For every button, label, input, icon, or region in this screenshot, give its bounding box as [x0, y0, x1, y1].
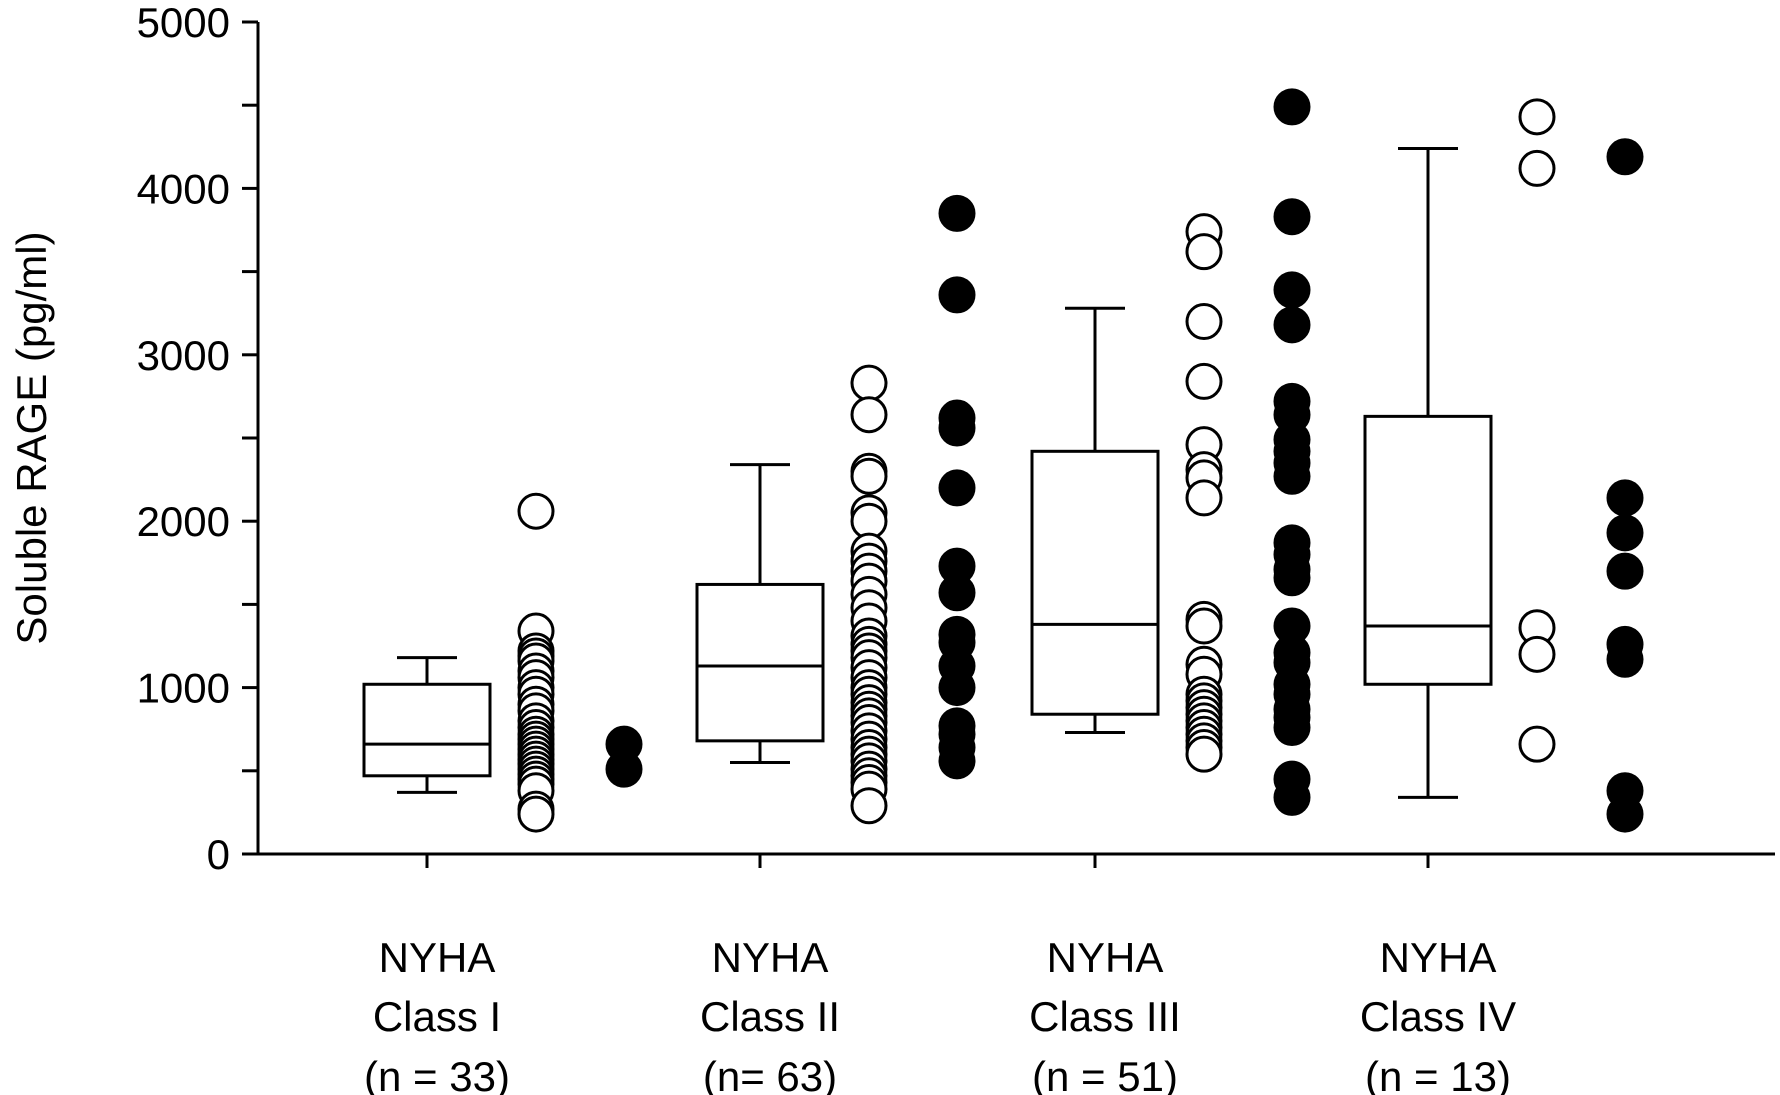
category-group: [362, 492, 643, 833]
open-point: [850, 364, 888, 402]
filled-point: [1606, 795, 1644, 833]
open-point: [517, 795, 555, 833]
category-label-line: NYHA: [1047, 934, 1164, 981]
category-labels: NYHA Class I (n = 33) NYHA Class II (n= 63) NY…: [364, 934, 1516, 1095]
filled-point: [605, 750, 643, 788]
open-point: [1518, 149, 1556, 187]
filled-point: [1273, 88, 1311, 126]
iqr-box: [695, 582, 825, 743]
filled-point: [938, 276, 976, 314]
filled-point: [938, 409, 976, 447]
filled-point: [1606, 640, 1644, 678]
category-label-line: (n = 13): [1365, 1053, 1511, 1095]
iqr-box: [362, 682, 492, 778]
open-point: [1518, 635, 1556, 673]
filled-point: [1273, 198, 1311, 236]
filled-point: [1273, 778, 1311, 816]
filled-point: [1273, 709, 1311, 747]
filled-point: [938, 194, 976, 232]
category-label-line: NYHA: [712, 934, 829, 981]
open-point: [850, 396, 888, 434]
filled-point: [938, 574, 976, 612]
open-point: [850, 787, 888, 825]
category-group: [1030, 88, 1311, 816]
category-label-line: NYHA: [379, 934, 496, 981]
open-point: [1185, 362, 1223, 400]
y-tick-label: 4000: [137, 165, 230, 212]
iqr-box: [1030, 449, 1160, 716]
axes: 0 1000 2000 3000 4000 5000 Soluble RAGE (pg/ml…: [8, 0, 1775, 878]
category-label-line: Class I: [373, 993, 501, 1040]
iqr-box: [1363, 414, 1493, 686]
category-label-line: NYHA: [1380, 934, 1497, 981]
y-tick-label: 5000: [137, 0, 230, 46]
plot-area: [362, 88, 1644, 833]
category-label-line: (n = 51): [1032, 1053, 1178, 1095]
filled-point: [1606, 514, 1644, 552]
filled-point: [1273, 306, 1311, 344]
filled-point: [1606, 138, 1644, 176]
filled-point: [938, 742, 976, 780]
category-group: [695, 194, 976, 825]
y-tick-label: 1000: [137, 665, 230, 712]
category-label-line: (n= 63): [703, 1053, 837, 1095]
category-label-line: Class II: [700, 993, 840, 1040]
open-point: [1518, 725, 1556, 763]
filled-point: [1273, 457, 1311, 495]
filled-point: [1273, 271, 1311, 309]
open-point: [850, 457, 888, 495]
filled-point: [1606, 479, 1644, 517]
filled-point: [1273, 559, 1311, 597]
filled-point: [938, 669, 976, 707]
category-label-line: Class III: [1029, 993, 1181, 1040]
open-point: [1185, 303, 1223, 341]
category-group: [1363, 98, 1644, 833]
category-label-line: (n = 33): [364, 1053, 510, 1095]
open-point: [1518, 98, 1556, 136]
y-tick-label: 0: [207, 831, 230, 878]
filled-point: [938, 469, 976, 507]
filled-point: [1606, 552, 1644, 590]
category-label-line: Class IV: [1360, 993, 1516, 1040]
y-tick-label: 3000: [137, 332, 230, 379]
open-point: [1185, 233, 1223, 271]
y-axis-label: Soluble RAGE (pg/ml): [8, 231, 55, 644]
y-tick-label: 2000: [137, 498, 230, 545]
open-point: [1185, 607, 1223, 645]
open-point: [517, 492, 555, 530]
open-point: [1185, 735, 1223, 773]
open-point: [1185, 479, 1223, 517]
